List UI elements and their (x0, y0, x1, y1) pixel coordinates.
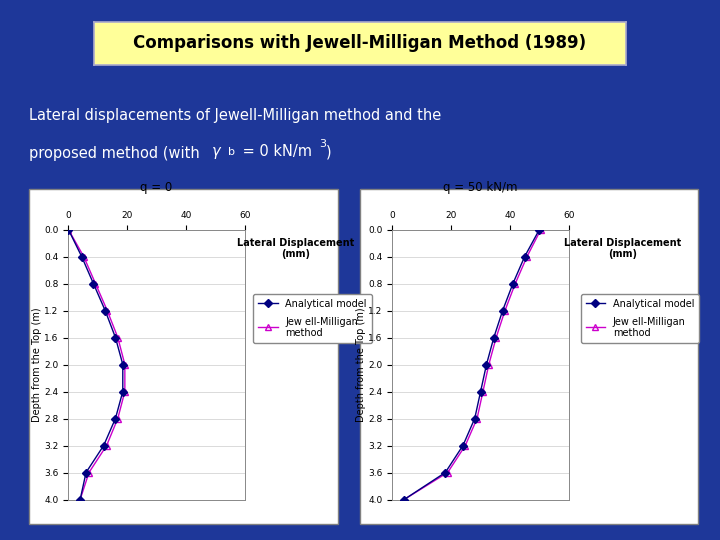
Text: Lateral Displacement
(mm): Lateral Displacement (mm) (564, 238, 681, 259)
Text: ): ) (326, 144, 332, 159)
Y-axis label: Depth from the Top (m): Depth from the Top (m) (356, 307, 366, 422)
Text: Lateral displacements of Jewell-Milligan method and the: Lateral displacements of Jewell-Milligan… (29, 108, 441, 123)
Title: q = 0: q = 0 (140, 181, 173, 194)
Text: = 0 kN/m: = 0 kN/m (238, 144, 312, 159)
Text: proposed method (with: proposed method (with (29, 146, 204, 161)
Text: Comparisons with Jewell-Milligan Method (1989): Comparisons with Jewell-Milligan Method … (133, 34, 587, 52)
Text: 3: 3 (319, 139, 326, 149)
Text: γ: γ (212, 144, 221, 159)
Legend: Analytical model, Jew ell-Milligan
method: Analytical model, Jew ell-Milligan metho… (581, 294, 699, 343)
Text: b: b (228, 147, 235, 158)
Y-axis label: Depth from the Top (m): Depth from the Top (m) (32, 307, 42, 422)
Text: Lateral Displacement
(mm): Lateral Displacement (mm) (237, 238, 354, 259)
Title: q = 50 kN/m: q = 50 kN/m (444, 181, 518, 194)
Legend: Analytical model, Jew ell-Milligan
method: Analytical model, Jew ell-Milligan metho… (253, 294, 372, 343)
